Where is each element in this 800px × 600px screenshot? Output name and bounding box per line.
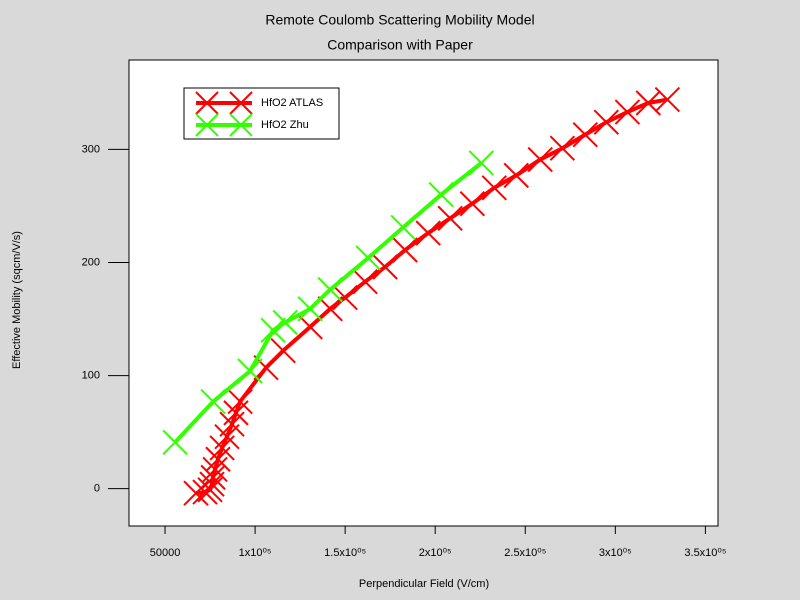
marker	[415, 220, 441, 246]
marker	[195, 113, 219, 137]
x-tick-label: 3.5x10⁰⁵	[684, 547, 726, 559]
x-tick-label: 2x10⁰⁵	[419, 547, 452, 559]
marker	[317, 296, 343, 322]
marker	[593, 109, 620, 135]
marker	[428, 181, 454, 208]
marker	[297, 314, 323, 340]
marker	[332, 284, 358, 311]
marker	[229, 91, 253, 115]
x-tick-label: 3x10⁰⁵	[599, 547, 632, 559]
marker	[199, 471, 225, 497]
marker	[260, 317, 286, 344]
x-axis-label: Perpendicular Field (V/cm)	[359, 578, 489, 590]
marker	[372, 254, 398, 280]
marker	[270, 337, 296, 364]
marker	[468, 150, 495, 176]
marker	[200, 388, 226, 415]
marker	[527, 146, 553, 173]
marker	[614, 99, 641, 125]
marker	[503, 162, 529, 189]
y-axis-label: Effective Mobility (sqcm/V/s)	[11, 231, 23, 369]
x-tick-label: 1x10⁰⁵	[239, 547, 272, 559]
marker	[162, 429, 188, 456]
y-tick-label: 200	[82, 256, 100, 268]
x-tick-label: 1.5x10⁰⁵	[324, 547, 366, 559]
marker	[317, 276, 343, 303]
chart-title: Remote Coulomb Scattering Mobility Model	[265, 12, 534, 28]
y-tick-label: 100	[82, 369, 100, 381]
legend	[183, 87, 340, 140]
legend-label: HfO2 Zhu	[261, 119, 309, 131]
marker	[481, 175, 507, 201]
marker	[202, 456, 228, 483]
chart-subtitle: Comparison with Paper	[327, 37, 473, 53]
marker	[352, 268, 378, 295]
marker	[549, 135, 576, 161]
marker	[572, 121, 598, 148]
marker	[272, 309, 298, 336]
marker	[227, 388, 253, 415]
marker	[392, 237, 418, 263]
x-tick-label: 50000	[150, 547, 181, 559]
marker	[229, 113, 253, 137]
marker	[237, 358, 263, 384]
x-tick-label: 2.5x10⁰⁵	[504, 547, 546, 559]
y-tick-label: 300	[82, 143, 100, 155]
marker	[200, 464, 226, 491]
marker	[195, 91, 219, 115]
legend-label: HfO2 ATLAS	[261, 97, 323, 109]
marker	[437, 205, 463, 232]
y-tick-label: 0	[94, 483, 100, 495]
marker	[459, 190, 486, 217]
marker	[390, 214, 416, 241]
marker	[654, 86, 681, 113]
marker	[214, 423, 240, 450]
marker	[355, 245, 381, 271]
